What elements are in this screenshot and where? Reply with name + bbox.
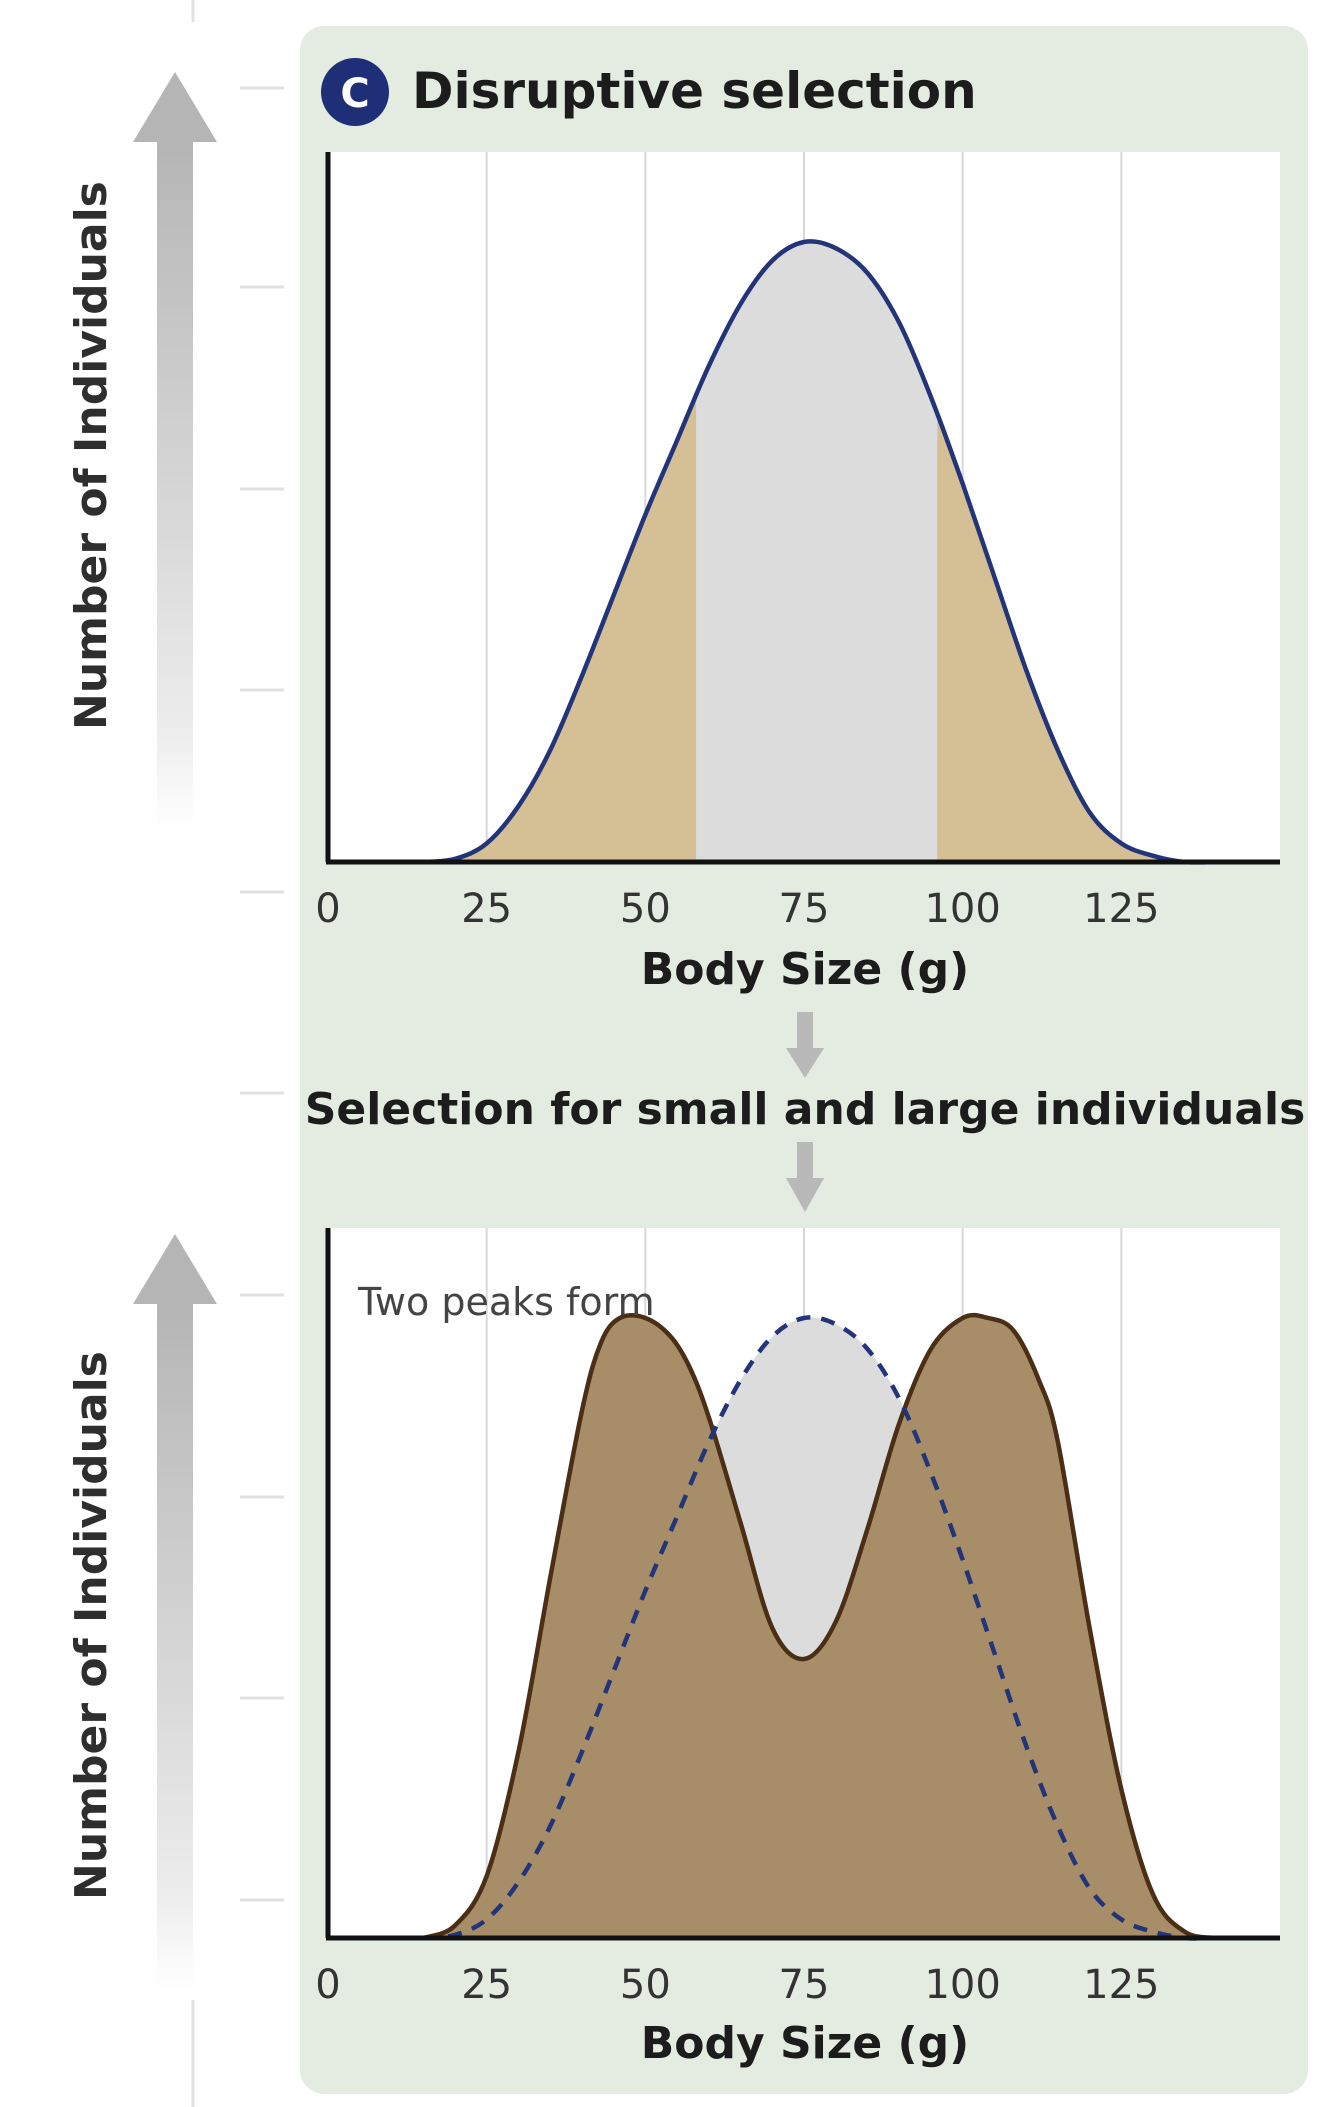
chart-bottom: 0 25 50 75 100 125 Two peaks form Body Size (… xyxy=(315,1228,1280,2069)
x-tick-label: 125 xyxy=(1083,1962,1159,2008)
x-axis-label-bottom: Body Size (g) xyxy=(641,2018,970,2069)
selection-arrow-upper xyxy=(786,1012,824,1078)
x-tick-label: 50 xyxy=(620,886,671,932)
x-tick-label: 25 xyxy=(461,1962,512,2008)
y-arrow-top xyxy=(133,72,217,830)
x-tick-label: 75 xyxy=(779,886,830,932)
badge-letter: C xyxy=(340,71,369,117)
selection-arrow-lower xyxy=(786,1142,824,1212)
area-after-selection xyxy=(423,1315,1217,1938)
area-selected-large xyxy=(937,414,1217,863)
x-tick-label: 0 xyxy=(315,886,340,932)
y-axis-label-bottom: Number of Individuals xyxy=(66,1351,117,1900)
x-tick-label: 75 xyxy=(779,1962,830,2008)
y-axis-label-top: Number of Individuals xyxy=(66,181,117,730)
panel-letter-badge xyxy=(321,58,389,126)
x-tick-label: 0 xyxy=(315,1962,340,2008)
series-line-original-dashed xyxy=(422,1315,1217,1941)
left-margin-ticks xyxy=(240,86,284,1902)
x-tick-label: 100 xyxy=(924,1962,1000,2008)
annotation-two-peaks: Two peaks form xyxy=(357,1280,655,1324)
series-line-after-selection xyxy=(422,1312,1217,1941)
series-line-original xyxy=(422,239,1217,865)
x-tick-label: 125 xyxy=(1083,886,1159,932)
panel-title: Disruptive selection xyxy=(412,62,977,120)
y-arrow-bottom xyxy=(133,1234,217,1992)
x-axis-label-top: Body Size (g) xyxy=(641,944,970,995)
selection-label: Selection for small and large individual… xyxy=(305,1084,1306,1135)
x-tick-label: 25 xyxy=(461,886,512,932)
x-tick-label: 50 xyxy=(620,1962,671,2008)
x-tick-label: 100 xyxy=(924,886,1000,932)
chart-top: 0 25 50 75 100 125 Body Size (g) xyxy=(315,152,1280,995)
area-selected-small xyxy=(423,395,697,862)
